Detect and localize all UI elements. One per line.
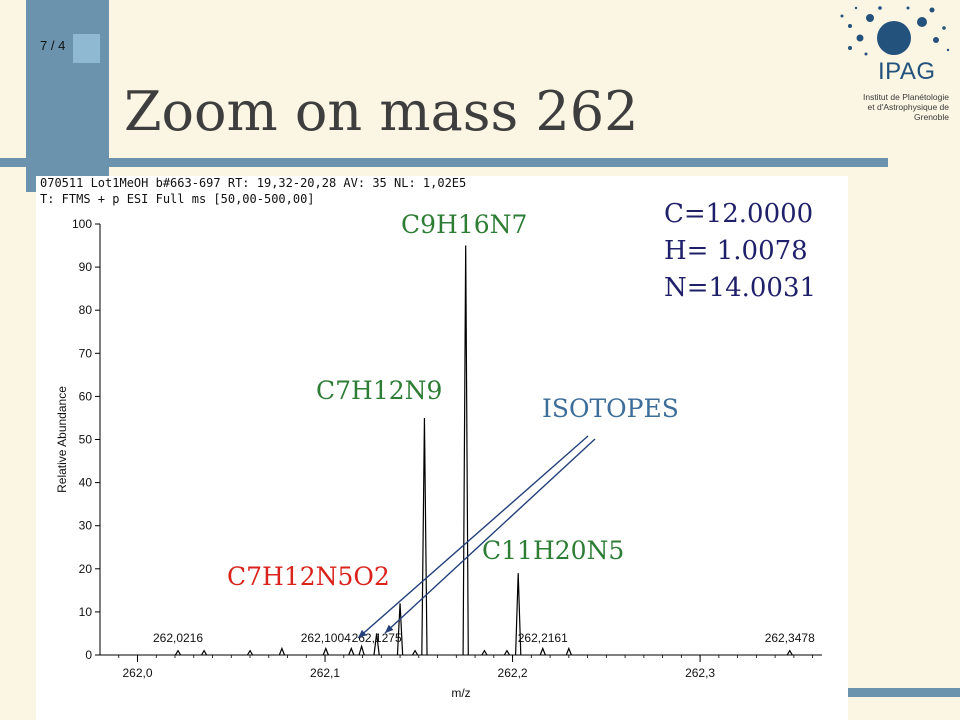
x-tick-label: 262,2 [498, 666, 528, 680]
bottom-accent-bar [846, 688, 960, 697]
y-tick-label: 10 [79, 605, 93, 619]
isotope-arrow-2-line [384, 438, 596, 634]
x-axis-title: m/z [451, 686, 470, 700]
y-tick-label: 70 [79, 346, 93, 360]
slide-number: 7 / 4 [40, 38, 66, 53]
label-c7h12n9: C7H12N9 [316, 376, 443, 405]
y-tick-label: 30 [79, 519, 93, 533]
ipag-logo: IPAG Institut de Planétologie et d'Astro… [836, 4, 954, 126]
x-tick-label: 262,3 [685, 666, 715, 680]
y-tick-label: 50 [79, 433, 93, 447]
spectrum-peak [481, 649, 488, 656]
label-isotopes: ISOTOPES [542, 394, 679, 423]
label-c11h20n5: C11H20N5 [482, 536, 625, 565]
slide-number-marker [73, 34, 100, 63]
mass-carbon: C=12.0000 [664, 199, 814, 229]
spectrum-peak [322, 646, 329, 656]
spectrum-panel: 0 10 20 30 40 50 60 70 80 90 100 262,0 262,1 262,2 262… [36, 176, 848, 720]
y-tick-label: 40 [79, 476, 93, 490]
spectrum-peak [278, 646, 286, 656]
spectrum-peak [373, 633, 380, 656]
spectrum-peak [503, 649, 511, 656]
isotope-arrow-2-head [385, 624, 394, 633]
spectrum-peak [200, 649, 208, 656]
y-tick-label: 0 [85, 648, 92, 662]
peak-mz-label: 262,3478 [765, 631, 815, 645]
y-tick-label: 80 [79, 303, 93, 317]
spectrum-peak [396, 603, 404, 656]
star-cluster-icon [840, 6, 950, 56]
label-c7h12n5o2: C7H12N5O2 [227, 562, 390, 591]
spectrum-peak [421, 417, 428, 656]
spectrum-peak [462, 245, 469, 656]
title-rule [0, 158, 888, 167]
y-axis-title: Relative Abundance [55, 386, 69, 493]
label-c9h16n7: C9H16N7 [401, 210, 528, 239]
mass-spectrum-chart: 0 10 20 30 40 50 60 70 80 90 100 262,0 262,1 262,2 262… [55, 217, 822, 700]
slide-title: Zoom on mass 262 [124, 80, 639, 143]
spectrum-header-method: T: FTMS + p ESI Full ms [50,00-500,00] [40, 192, 315, 206]
x-tick-label: 262,1 [310, 666, 340, 680]
peak-mz-label: 262,0216 [153, 631, 203, 645]
spectrum-peak [786, 649, 793, 656]
isotope-arrow-1-head [358, 629, 367, 638]
spectrum-peak [565, 646, 572, 656]
isotope-arrow-1-line [357, 435, 589, 639]
spectrum-peak [358, 644, 365, 656]
mass-nitrogen: N=14.0031 [664, 273, 817, 303]
peak-mz-label: 262,1275 [352, 631, 402, 645]
spectrum-peak [246, 649, 254, 656]
spectrum-header-scan: 070511 Lot1MeOH b#663-697 RT: 19,32-20,2… [40, 176, 467, 190]
y-tick-label: 60 [79, 389, 93, 403]
mass-hydrogen: H= 1.0078 [664, 236, 808, 266]
y-tick-label: 90 [79, 260, 93, 274]
logo-wordmark: IPAG [878, 58, 936, 85]
atomic-masses: C=12.0000 H= 1.0078 N=14.0031 [664, 196, 816, 307]
spectrum-peak [411, 649, 419, 656]
y-tick-label: 100 [72, 217, 92, 231]
spectrum-peak [514, 573, 522, 656]
peak-mz-label: 262,1004 [301, 631, 351, 645]
x-tick-label: 262,0 [122, 666, 152, 680]
spectrum-peak [174, 649, 182, 656]
spectrum-peak [348, 646, 355, 656]
logo-institute: Institut de Planétologie et d'Astrophysi… [862, 92, 949, 122]
peak-mz-label: 262,2161 [518, 631, 568, 645]
spectrum-peak [539, 646, 546, 656]
y-tick-label: 20 [79, 562, 93, 576]
